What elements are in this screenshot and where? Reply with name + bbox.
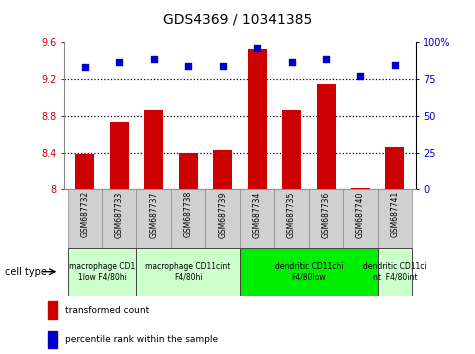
Point [115,59,123,64]
Point [357,73,364,79]
Bar [316,84,335,189]
Point [184,63,192,69]
Text: GSM687736: GSM687736 [322,191,331,238]
Text: GDS4369 / 10341385: GDS4369 / 10341385 [163,12,312,27]
Point [391,62,399,67]
Text: GSM687739: GSM687739 [218,191,227,238]
Bar [282,109,301,189]
Bar [275,189,309,248]
Bar [343,189,378,248]
Bar [309,189,343,248]
Text: GSM687738: GSM687738 [184,191,193,238]
Point [253,46,261,51]
Bar [213,150,232,189]
Text: dendritic CD11ci
nt  F4/80int: dendritic CD11ci nt F4/80int [363,262,427,281]
Bar [171,189,205,248]
Point [322,56,330,62]
Bar [48,331,57,348]
Bar [378,189,412,248]
Point [81,65,89,70]
Text: cell type: cell type [5,267,47,277]
Bar [240,248,378,296]
Text: GSM687740: GSM687740 [356,191,365,238]
Point [219,63,227,69]
Text: percentile rank within the sample: percentile rank within the sample [65,335,218,344]
Text: GSM687735: GSM687735 [287,191,296,238]
Text: GSM687733: GSM687733 [115,191,124,238]
Text: GSM687732: GSM687732 [80,191,89,238]
Bar [378,248,412,296]
Text: dendritic CD11chi
F4/80low: dendritic CD11chi F4/80low [275,262,343,281]
Bar [110,122,129,189]
Bar [136,189,171,248]
Bar [102,189,136,248]
Text: GSM687741: GSM687741 [390,191,399,238]
Text: GSM687737: GSM687737 [149,191,158,238]
Bar [67,189,102,248]
Bar [67,248,136,296]
Text: GSM687734: GSM687734 [253,191,262,238]
Bar [48,302,57,319]
Text: macrophage CD1
1low F4/80hi: macrophage CD1 1low F4/80hi [69,262,135,281]
Point [150,56,158,62]
Bar [144,110,163,189]
Bar [205,189,240,248]
Bar [179,153,198,189]
Bar [351,188,370,189]
Bar [76,154,94,189]
Bar [247,49,266,189]
Text: transformed count: transformed count [65,306,149,315]
Bar [136,248,240,296]
Point [288,59,295,64]
Text: macrophage CD11cint
F4/80hi: macrophage CD11cint F4/80hi [145,262,231,281]
Bar [386,147,404,189]
Bar [240,189,275,248]
